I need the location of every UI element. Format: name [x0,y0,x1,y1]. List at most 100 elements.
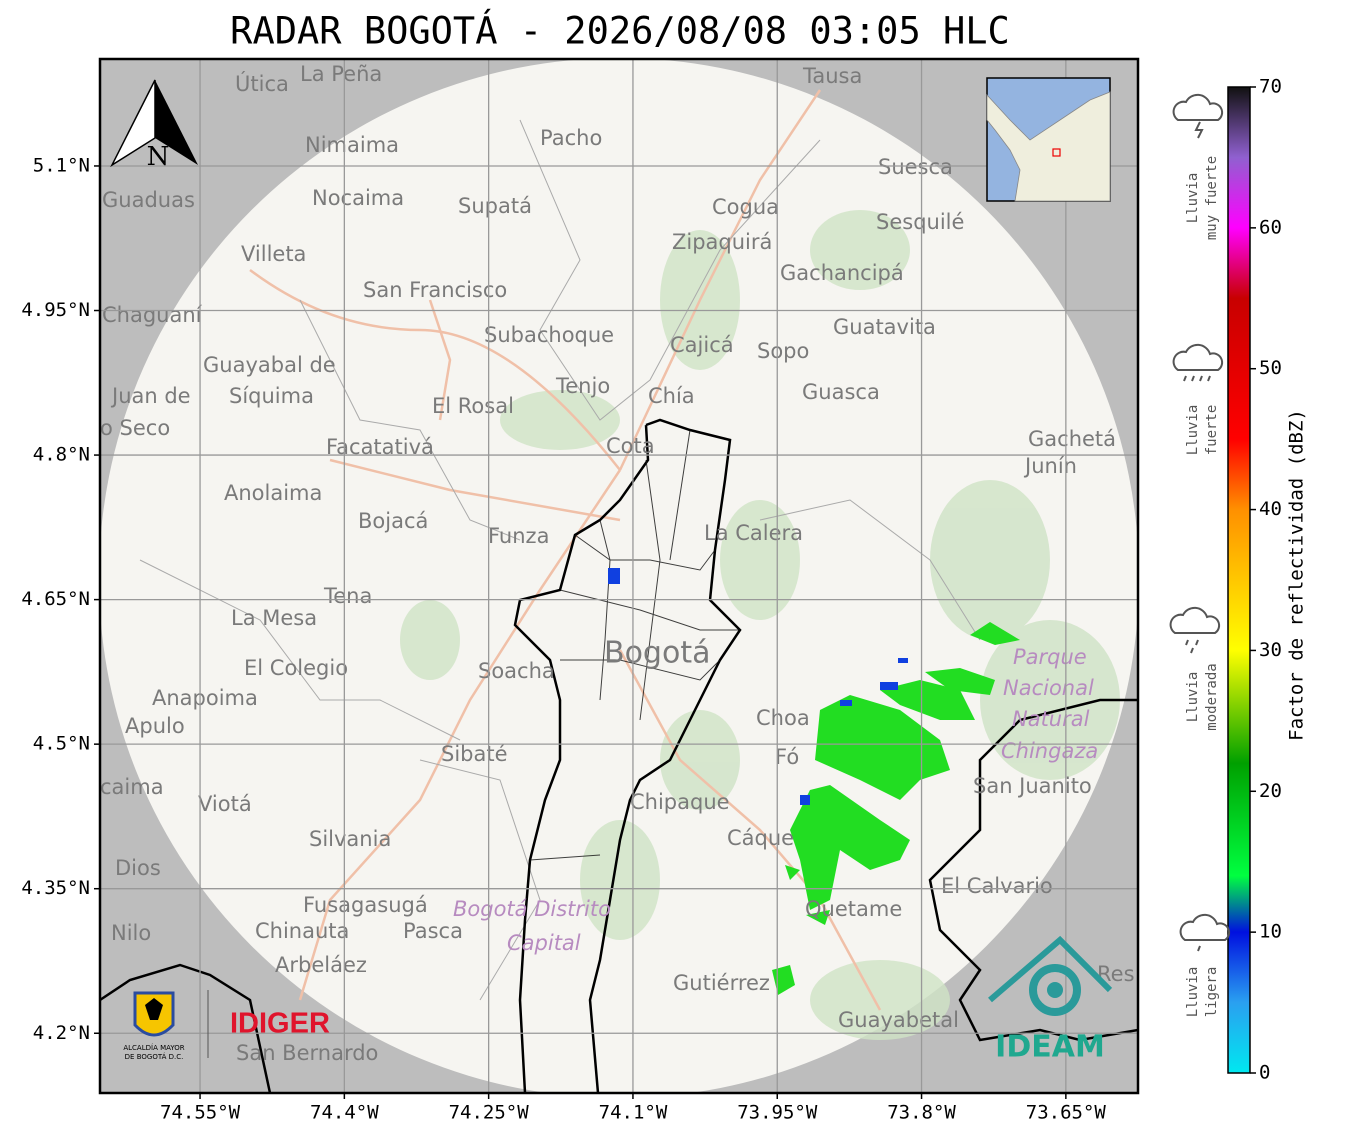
place-label: Choa [756,706,810,730]
radar-echoes-weak [608,568,908,805]
place-label: Cota [606,434,655,458]
place-label: Pacho [540,126,602,150]
place-label: Juan de [110,384,191,408]
place-label: Pasca [403,919,463,943]
title: RADAR BOGOTÁ - 2026/08/08 03:05 HLC [230,9,1010,53]
alcaldia-line: DE BOGOTÁ D.C. [125,1052,184,1061]
place-label: Zipaquirá [672,230,772,254]
x-tick-label: 74.55°W [160,1102,241,1124]
place-label: El Rosal [432,394,514,418]
place-label: Soacha [478,659,555,683]
place-label: La Calera [704,521,803,545]
north-arrow: N [110,79,198,172]
place-label: Sesquilé [876,210,964,234]
rain-level-label: Lluvia [1185,405,1201,456]
colorbar-tick-label: 20 [1259,780,1282,802]
place-label: o Seco [100,416,170,440]
place-label: Nimaima [305,133,399,157]
place-label: Guasca [802,380,880,404]
place-label: Cogua [712,195,779,219]
place-label: Chía [648,384,695,408]
colorbar-tick-label: 40 [1259,498,1282,520]
place-label: Fó [775,745,799,769]
place-label: Nacional [1003,676,1094,700]
place-label: San Francisco [363,278,507,302]
rain-level-label: Lluvia [1185,672,1201,723]
place-label: Chipaque [630,790,730,814]
place-label: Útica [235,71,289,96]
place-label: El Colegio [244,656,348,680]
y-tick-label: 4.65°N [21,588,90,610]
ideam-logo: IDEAM [988,935,1113,1065]
ideam-text: IDEAM [995,1030,1105,1065]
place-label: caima [100,775,164,799]
alcaldia-line: ALCALDÍA MAYOR [123,1043,184,1052]
place-label: Guayabal de [203,353,336,377]
place-label: Dios [115,856,161,880]
colorbar-tick-label: 50 [1259,357,1282,379]
place-label: Anolaima [224,481,322,505]
place-label: Supatá [458,194,532,218]
place-label: Chaguaní [102,303,203,327]
place-label: El Calvario [941,874,1053,898]
place-label: Nocaima [312,186,404,210]
rain-level-label: ligera [1204,967,1220,1018]
place-label: Funza [488,524,549,548]
x-tick-label: 73.95°W [737,1102,818,1124]
place-label: Bogotá [604,636,710,671]
place-label: Nilo [111,921,151,945]
map-frame [98,57,1140,1095]
place-label: Chingaza [1001,739,1098,763]
place-label: Silvania [309,827,391,851]
x-tick-label: 74.4°W [310,1102,379,1124]
inset-map [986,77,1111,202]
place-label: La Mesa [231,606,317,630]
radar-echoes [772,622,1020,995]
place-label: Chinauta [255,919,349,943]
place-label: Parque [1013,645,1087,669]
map: Útica La Peña Tausa Pacho Nimaima Guaduas Noca… [100,59,1138,1093]
place-label: Gachancipá [780,261,904,285]
rain-level-label: Lluvia [1185,967,1201,1018]
y-tick-label: 4.8°N [33,444,90,466]
rain-icons [1169,93,1231,952]
place-label: Bogotá Distrito [453,897,611,921]
place-label: Subachoque [484,323,614,347]
place-label: Suesca [878,155,953,179]
rain-level-label: moderada [1204,663,1220,730]
place-label: Fusagasugá [303,893,428,917]
y-tick-label: 4.5°N [33,733,90,755]
place-label: Tenjo [555,374,610,398]
y-tick-label: 4.2°N [33,1022,90,1044]
colorbar-tick-label: 70 [1259,76,1282,98]
place-label: Natural [1012,707,1090,731]
rain-level-label: muy fuerte [1204,156,1220,240]
place-label: Cajicá [670,333,734,357]
place-label: Quetame [805,897,902,921]
y-tick-label: 4.35°N [21,877,90,899]
place-label: Capital [507,931,581,955]
colorbar-tick-label: 30 [1259,639,1282,661]
place-label: San Bernardo [236,1041,378,1065]
alcaldia-logo: ALCALDÍA MAYOR DE BOGOTÁ D.C. IDIGER [123,990,330,1061]
north-label: N [147,142,170,172]
place-label: Sopo [757,339,809,363]
place-label: San Juanito [973,774,1092,798]
x-tick-label: 74.1°W [599,1102,668,1124]
colorbar-tick-label: 0 [1259,1062,1270,1084]
place-label: Síquima [229,384,314,408]
place-label: Arbeláez [275,953,367,977]
place-label: Viotá [198,792,252,816]
rain-level-label: Lluvia [1185,173,1201,224]
place-label: Gachetá [1028,427,1116,451]
colorbar-tick-label: 10 [1259,921,1282,943]
place-label: Junín [1023,454,1077,478]
department-border [100,698,1138,1093]
roads [249,89,882,1011]
x-tick-label: 73.65°W [1026,1102,1107,1124]
colorbar [1227,86,1251,1074]
colorbar-label: Factor de reflectividad (dBZ) [1286,409,1308,741]
place-label: Bojacá [358,509,428,533]
place-label: Guaduas [102,188,195,212]
